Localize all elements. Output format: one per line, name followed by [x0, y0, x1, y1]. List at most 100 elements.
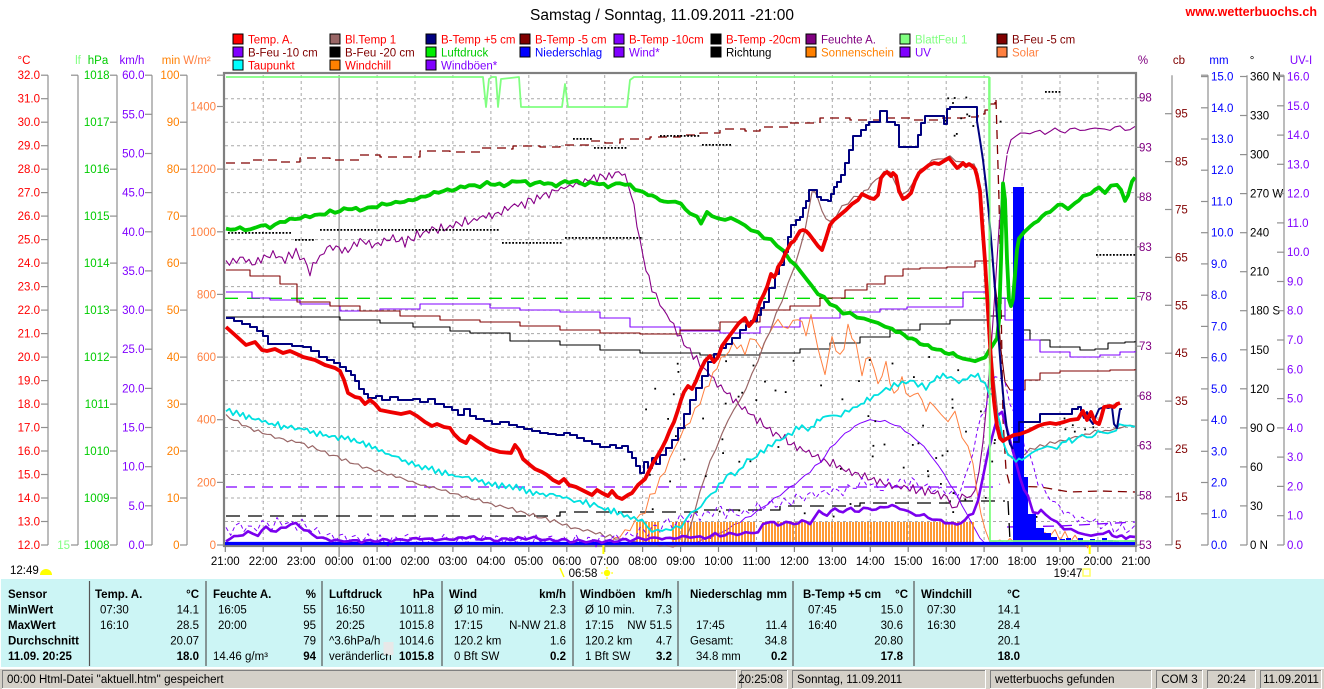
svg-text:2.0: 2.0	[1287, 481, 1303, 493]
svg-text:120: 120	[1250, 384, 1269, 396]
svg-text:80: 80	[167, 164, 180, 176]
svg-text:14.0: 14.0	[1287, 130, 1309, 142]
svg-text:1014.6: 1014.6	[399, 636, 434, 648]
svg-text:16:30: 16:30	[927, 620, 956, 632]
svg-text:°: °	[1250, 55, 1255, 67]
svg-text:10.0: 10.0	[1211, 228, 1233, 240]
svg-text:BlattFeu 1: BlattFeu 1	[915, 35, 967, 47]
svg-text:26.0: 26.0	[18, 211, 40, 223]
svg-text:9.0: 9.0	[1287, 277, 1303, 289]
svg-text:km/h: km/h	[120, 55, 145, 67]
svg-text:16:40: 16:40	[808, 620, 837, 632]
svg-text:5.0: 5.0	[129, 501, 145, 513]
svg-text:15: 15	[57, 540, 70, 552]
svg-text:14.1: 14.1	[998, 604, 1020, 616]
svg-text:B-Temp +5 cm: B-Temp +5 cm	[803, 589, 881, 601]
svg-text:7.0: 7.0	[1211, 321, 1227, 333]
svg-text:lf: lf	[75, 55, 82, 67]
svg-text:34.8: 34.8	[765, 636, 787, 648]
svg-text:17:45: 17:45	[696, 620, 725, 632]
svg-text:4.0: 4.0	[1287, 423, 1303, 435]
svg-text:02:00: 02:00	[401, 556, 430, 568]
svg-text:55: 55	[303, 604, 316, 616]
svg-text:1015.8: 1015.8	[399, 651, 435, 663]
svg-text:21:00: 21:00	[1122, 556, 1151, 568]
svg-text:11.0: 11.0	[1211, 197, 1233, 209]
svg-text:10.0: 10.0	[122, 462, 144, 474]
svg-text:Bl.Temp 1: Bl.Temp 1	[345, 35, 396, 47]
svg-text:21:00: 21:00	[211, 556, 240, 568]
svg-text:www.wetterbuochs.ch: www.wetterbuochs.ch	[1184, 5, 1317, 19]
svg-text:Gesamt:: Gesamt:	[690, 636, 733, 648]
svg-text:270 W: 270 W	[1250, 189, 1283, 201]
svg-text:Niederschlag: Niederschlag	[690, 589, 762, 601]
svg-text:COM 3: COM 3	[1161, 674, 1197, 686]
svg-text:20.80: 20.80	[874, 636, 903, 648]
svg-text:79: 79	[303, 636, 316, 648]
svg-text:11:00: 11:00	[743, 556, 771, 568]
svg-text:cb: cb	[1173, 55, 1185, 67]
svg-text:↑: ↑	[384, 651, 390, 663]
svg-text:90: 90	[167, 117, 180, 129]
svg-text:07:30: 07:30	[100, 604, 129, 616]
svg-text:20:00: 20:00	[1084, 556, 1113, 568]
svg-text:73: 73	[1139, 341, 1152, 353]
svg-text:22:00: 22:00	[249, 556, 278, 568]
svg-text:40: 40	[167, 352, 180, 364]
svg-text:24.0: 24.0	[18, 258, 40, 270]
svg-text:Samstag / Sonntag, 11.09.2011: Samstag / Sonntag, 11.09.2011 -21:00	[530, 7, 794, 24]
svg-text:B-Temp +5 cm: B-Temp +5 cm	[441, 35, 515, 47]
svg-text:60: 60	[167, 258, 180, 270]
svg-text:10: 10	[167, 493, 180, 505]
svg-text:15.0: 15.0	[881, 604, 903, 616]
svg-text:94: 94	[303, 651, 316, 663]
svg-text:30.0: 30.0	[18, 117, 40, 129]
svg-text:18:00: 18:00	[1008, 556, 1037, 568]
svg-text:75: 75	[1175, 205, 1188, 217]
svg-text:°C: °C	[895, 589, 908, 601]
svg-text:20.0: 20.0	[122, 383, 144, 395]
svg-text:1015.8: 1015.8	[399, 620, 434, 632]
svg-text:08:00: 08:00	[628, 556, 657, 568]
svg-text:300: 300	[1250, 150, 1269, 162]
svg-text:16:50: 16:50	[336, 604, 365, 616]
svg-text:03:00: 03:00	[439, 556, 468, 568]
svg-text:12.0: 12.0	[18, 540, 40, 552]
svg-text:1.0: 1.0	[1211, 509, 1227, 521]
svg-text:0: 0	[210, 540, 216, 552]
svg-text:1015: 1015	[84, 211, 110, 223]
svg-text:0.2: 0.2	[550, 651, 566, 663]
svg-text:07:30: 07:30	[927, 604, 956, 616]
svg-text:Richtung: Richtung	[726, 48, 771, 60]
svg-text:1.0: 1.0	[1287, 511, 1303, 523]
svg-text:B-Temp -5 cm: B-Temp -5 cm	[535, 35, 607, 47]
svg-text:32.0: 32.0	[18, 70, 40, 82]
svg-text:150: 150	[1250, 345, 1269, 357]
svg-text:16.0: 16.0	[1287, 72, 1309, 84]
svg-text:19:00: 19:00	[1046, 556, 1075, 568]
svg-text:0.0: 0.0	[1287, 540, 1303, 552]
svg-text:09:00: 09:00	[666, 556, 695, 568]
svg-text:5.0: 5.0	[1287, 394, 1303, 406]
svg-text:20:25: 20:25	[336, 620, 365, 632]
svg-text:9.0: 9.0	[1211, 259, 1227, 271]
svg-text:B-Temp -10cm: B-Temp -10cm	[629, 35, 704, 47]
svg-text:6.0: 6.0	[1287, 364, 1303, 376]
svg-text:Ø 10 min.: Ø 10 min.	[585, 604, 635, 616]
svg-text:1009: 1009	[84, 493, 110, 505]
svg-text:55: 55	[1175, 300, 1188, 312]
svg-text:21.0: 21.0	[18, 329, 40, 341]
svg-text:15.0: 15.0	[18, 470, 40, 482]
svg-text:04:00: 04:00	[477, 556, 506, 568]
svg-text:°C: °C	[1007, 589, 1020, 601]
svg-text:14.46 g/m³: 14.46 g/m³	[213, 651, 268, 663]
svg-text:17.8: 17.8	[881, 651, 904, 663]
svg-text:17:00: 17:00	[970, 556, 999, 568]
svg-text:2.3: 2.3	[550, 604, 566, 616]
svg-text:31.0: 31.0	[18, 94, 40, 106]
svg-text:50: 50	[167, 305, 180, 317]
svg-text:23:00: 23:00	[287, 556, 316, 568]
svg-text:29.0: 29.0	[18, 141, 40, 153]
svg-text:28.5: 28.5	[177, 620, 199, 632]
svg-text:34.8 mm: 34.8 mm	[696, 651, 741, 663]
